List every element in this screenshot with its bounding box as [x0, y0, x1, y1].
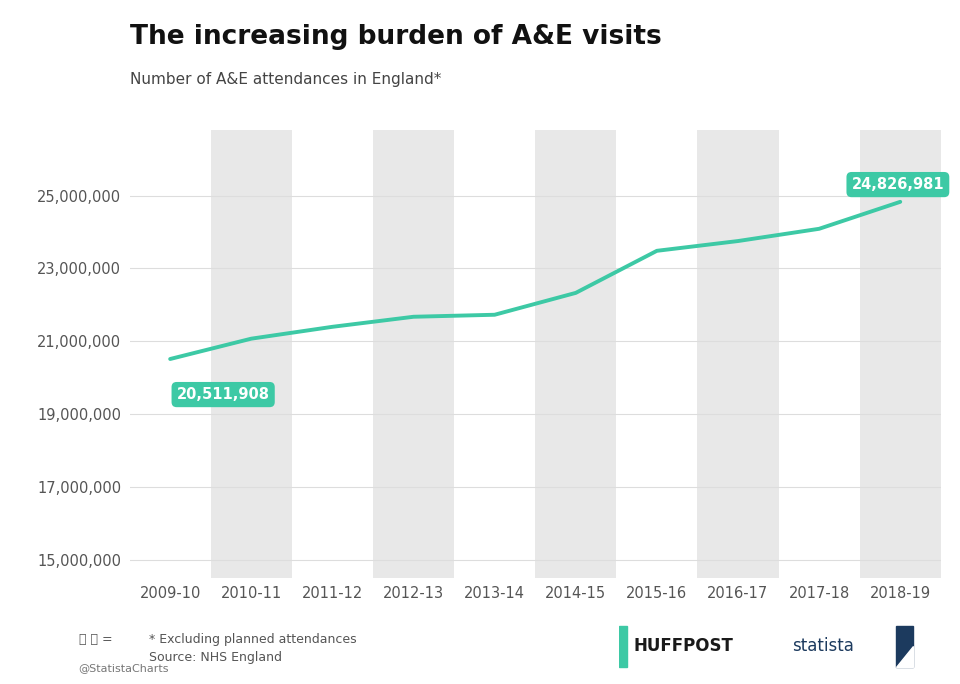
Text: Number of A&E attendances in England*: Number of A&E attendances in England*	[130, 72, 441, 87]
Bar	[372, 130, 454, 578]
Text: * Excluding planned attendances: * Excluding planned attendances	[149, 633, 356, 646]
Bar	[619, 625, 627, 666]
Bar	[211, 130, 292, 578]
Bar	[896, 625, 913, 666]
Text: The increasing burden of A&E visits: The increasing burden of A&E visits	[130, 24, 661, 50]
Text: @StatistaCharts: @StatistaCharts	[79, 663, 169, 674]
Bar	[860, 130, 941, 578]
Text: Source: NHS England: Source: NHS England	[149, 651, 282, 664]
Text: HUFFPOST: HUFFPOST	[634, 637, 733, 655]
Polygon shape	[896, 646, 913, 666]
Bar	[536, 130, 616, 578]
Text: Ⓒ ⓘ =: Ⓒ ⓘ =	[79, 633, 112, 646]
Text: 20,511,908: 20,511,908	[177, 387, 270, 402]
Text: 24,826,981: 24,826,981	[852, 177, 945, 192]
Bar	[697, 130, 779, 578]
Text: statista: statista	[792, 637, 853, 655]
